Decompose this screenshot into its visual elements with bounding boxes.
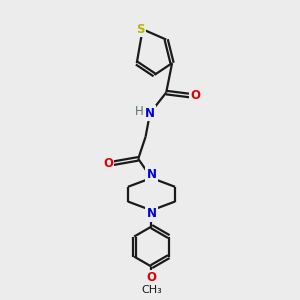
Text: O: O: [103, 157, 113, 170]
Text: O: O: [190, 89, 200, 102]
Text: N: N: [145, 107, 155, 120]
Text: N: N: [146, 207, 157, 220]
Text: H: H: [135, 105, 144, 118]
Text: S: S: [136, 23, 145, 36]
Text: N: N: [146, 168, 157, 181]
Text: O: O: [146, 271, 157, 284]
Text: CH₃: CH₃: [141, 285, 162, 295]
